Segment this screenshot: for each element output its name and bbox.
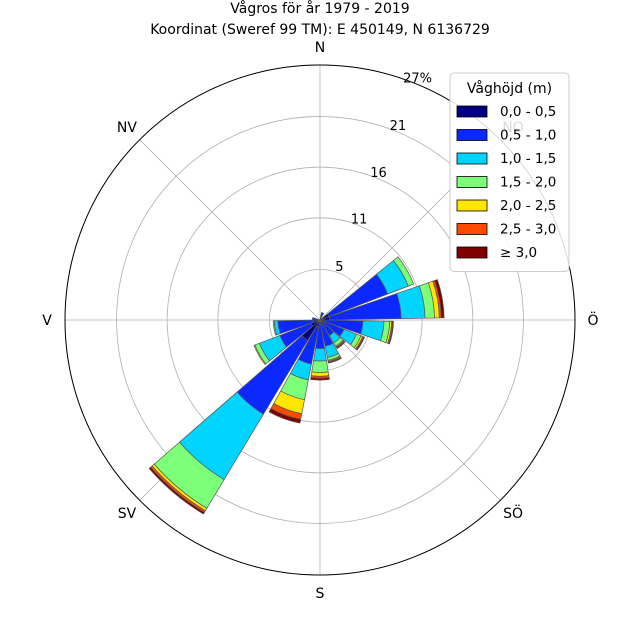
legend-label-5: 2,5 - 3,0: [500, 222, 556, 238]
legend-swatch-5: [456, 223, 488, 235]
legend-box: [449, 72, 570, 272]
bar-segment-7-3: [311, 360, 329, 373]
bar-segment-3-6: [388, 320, 394, 345]
rose-bars: [148, 256, 445, 515]
bar-segment-10-4: [253, 344, 267, 365]
bar-segment-7-6: [310, 377, 330, 381]
legend: Våghöjd (m) 0,0 - 0,5 0,5 - 1,0 1,0 - 1,5 1,…: [449, 72, 570, 272]
legend-swatch-4: [456, 199, 488, 212]
bar-segment-6-6: [327, 357, 342, 364]
bar-segment-9-6: [148, 466, 205, 515]
legend-swatch-3: [456, 176, 488, 188]
legend-label-3: 1,5 - 2,0: [500, 175, 556, 191]
radial-tick-label-1: 11: [351, 213, 368, 228]
bar-segment-11-3: [272, 320, 278, 336]
direction-label-6: V: [42, 313, 52, 329]
bar-segment-5-6: [336, 340, 346, 350]
direction-label-7: NV: [117, 120, 137, 136]
legend-swatch-1: [456, 129, 488, 141]
chart-title: Vågros för år 1979 - 2019: [230, 0, 409, 17]
legend-swatch-0: [456, 105, 488, 118]
legend-label-0: 0,0 - 0,5: [500, 104, 556, 120]
bar-segment-0-1: [320, 312, 325, 318]
legend-label-1: 0,5 - 1,0: [500, 128, 556, 144]
legend-label-6: ≥ 3,0: [500, 245, 537, 261]
bar-segment-4-6: [355, 336, 366, 351]
direction-label-2: Ö: [587, 311, 598, 329]
bar-segment-8-6: [268, 408, 302, 424]
bar-segment-7-2: [313, 347, 327, 362]
direction-label-5: SV: [118, 506, 137, 522]
radial-tick-label-3: 21: [390, 119, 407, 134]
chart-subtitle: Koordinat (Sweref 99 TM): E 450149, N 61…: [150, 22, 490, 38]
radial-tick-label-2: 16: [370, 166, 387, 181]
legend-swatch-6: [456, 246, 488, 259]
direction-label-3: SÖ: [503, 504, 523, 522]
legend-label-2: 1,0 - 1,5: [500, 151, 556, 167]
radial-tick-label-4: 27%: [403, 71, 432, 86]
bar-segment-2-6: [434, 279, 445, 319]
legend-swatch-2: [456, 152, 488, 165]
bar-segment-12-1: [312, 317, 318, 321]
grid-spoke-7: [139, 139, 321, 321]
legend-title: Våghöjd (m): [467, 80, 552, 97]
axis-labels: NNOÖSÖSSVVNV511162127%: [42, 40, 598, 602]
grid-spoke-3: [319, 319, 501, 501]
direction-label-0: N: [315, 40, 325, 56]
legend-label-4: 2,0 - 2,5: [500, 198, 556, 214]
radial-tick-label-0: 5: [335, 260, 343, 275]
bar-segment-1-3: [392, 256, 415, 287]
direction-label-4: S: [316, 586, 325, 602]
outer-circle: [64, 64, 576, 576]
